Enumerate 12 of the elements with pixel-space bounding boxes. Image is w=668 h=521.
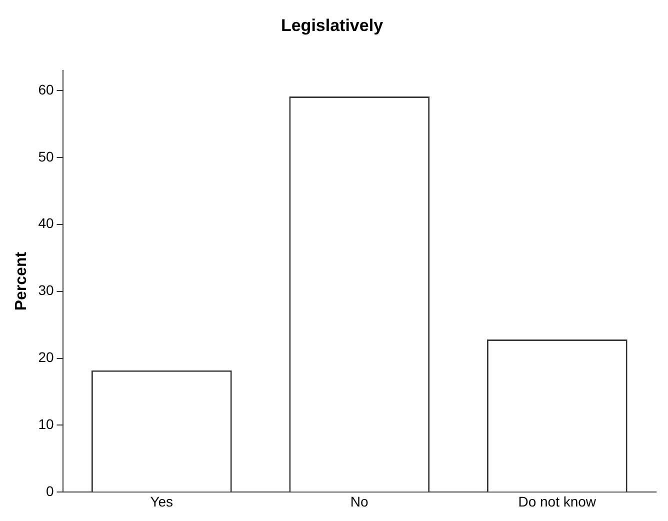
x-tick-label: No <box>350 493 369 510</box>
y-tick-label: 50 <box>38 148 54 164</box>
x-tick-label: Do not know <box>518 493 597 510</box>
chart-title: Legislatively <box>280 16 384 35</box>
y-axis-title: Percent <box>13 251 30 311</box>
y-tick-label: 20 <box>38 349 54 366</box>
y-tick-label: 0 <box>46 483 54 500</box>
y-tick-label: 60 <box>38 81 54 98</box>
y-tick-label: 10 <box>38 416 54 432</box>
x-tick-label: Yes <box>150 493 174 510</box>
y-tick-label: 30 <box>38 282 54 298</box>
y-tick-label: 40 <box>38 215 54 232</box>
